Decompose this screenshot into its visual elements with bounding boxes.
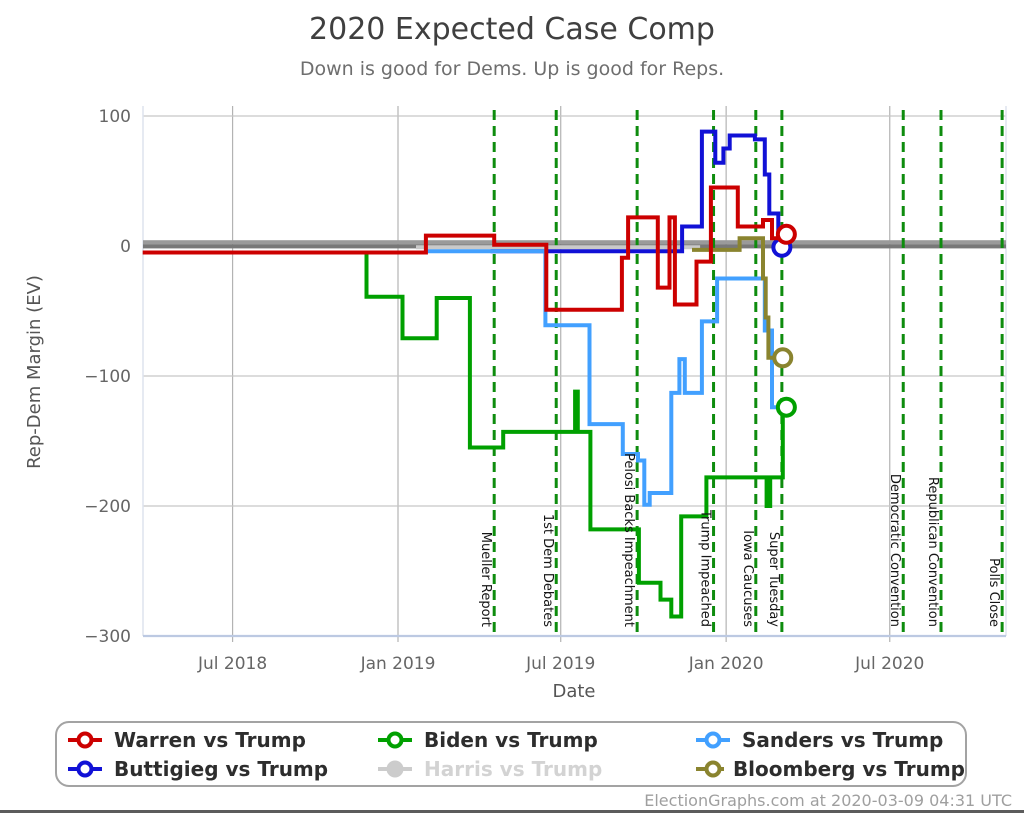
chart-subtitle: Down is good for Dems. Up is good for Re… [299, 58, 725, 80]
legend-marker-biden [378, 731, 412, 748]
y-axis-title: Rep-Dem Margin (EV) [24, 275, 45, 469]
legend-item-bloomberg[interactable]: Bloomberg vs Trump [685, 755, 965, 782]
y-tick-label--300: −300 [84, 627, 131, 647]
event-label-trump-impeached: Trump Impeached [698, 509, 713, 627]
series-endpoint-warren [775, 223, 797, 245]
legend-label-warren: Warren vs Trump [114, 727, 306, 752]
event-label-polls-close: Polls Close [986, 558, 1001, 627]
legend: Warren vs Trump Biden vs Trump Sanders vs … [55, 721, 967, 787]
chart-title: 2020 Expected Case Comp [309, 12, 715, 47]
y-tick-label-100: 100 [99, 107, 131, 127]
event-label-1st-dem-debates: 1st Dem Debates [540, 514, 555, 627]
legend-marker-bloomberg [696, 760, 724, 777]
tie-band [143, 240, 1006, 245]
legend-item-sanders[interactable]: Sanders vs Trump [685, 726, 965, 753]
legend-marker-sanders [696, 731, 730, 748]
footer-attribution: ElectionGraphs.com at 2020-03-09 04:31 U… [644, 791, 1012, 810]
legend-item-harris[interactable]: Harris vs Trump [367, 755, 685, 782]
event-label-iowa-caucuses: Iowa Caucuses [740, 530, 755, 627]
legend-item-biden[interactable]: Biden vs Trump [367, 726, 685, 753]
event-label-super-tuesday: Super Tuesday [766, 532, 781, 627]
x-tick-label-jul-2018: Jul 2018 [197, 654, 267, 674]
bottom-rule [0, 810, 1024, 813]
legend-label-sanders: Sanders vs Trump [742, 727, 944, 752]
y-tick-label-0: 0 [120, 237, 131, 257]
legend-marker-buttigieg [68, 760, 102, 777]
legend-item-buttigieg[interactable]: Buttigieg vs Trump [57, 755, 367, 782]
legend-label-biden: Biden vs Trump [424, 727, 598, 752]
legend-label-bloomberg: Bloomberg vs Trump [732, 756, 965, 781]
legend-label-harris: Harris vs Trump [424, 756, 603, 781]
legend-item-warren[interactable]: Warren vs Trump [57, 726, 367, 753]
y-tick-label--100: −100 [84, 367, 131, 387]
series-endpoint-biden [775, 396, 797, 418]
y-tick-label--200: −200 [84, 497, 131, 517]
series-endpoint-bloomberg [772, 347, 794, 369]
x-tick-label-jul-2020: Jul 2020 [854, 654, 924, 674]
series-line-warren [142, 185, 787, 312]
legend-marker-warren [68, 731, 102, 748]
x-tick-label-jul-2019: Jul 2019 [525, 654, 595, 674]
chart-canvas: Mueller Report 1st Dem Debates Pelosi Back… [24, 106, 1007, 702]
x-tick-label-jan-2019: Jan 2019 [360, 654, 436, 674]
legend-label-buttigieg: Buttigieg vs Trump [114, 756, 329, 781]
series-line-buttigieg [490, 129, 782, 254]
legend-marker-harris [378, 760, 412, 777]
event-label-democratic-convention: Democratic Convention [887, 474, 902, 627]
x-tick-label-jan-2020: Jan 2020 [688, 654, 764, 674]
x-axis-title: Date [552, 681, 595, 702]
event-label-pelosi-backs-impeachment: Pelosi Backs Impeachment [621, 453, 636, 627]
series-line-biden [343, 250, 787, 619]
event-label-republican-convention: Republican Convention [925, 477, 940, 627]
series-line-sanders [425, 249, 785, 507]
series-line-bloomberg [692, 236, 783, 360]
event-label-mueller-report: Mueller Report [478, 532, 493, 627]
